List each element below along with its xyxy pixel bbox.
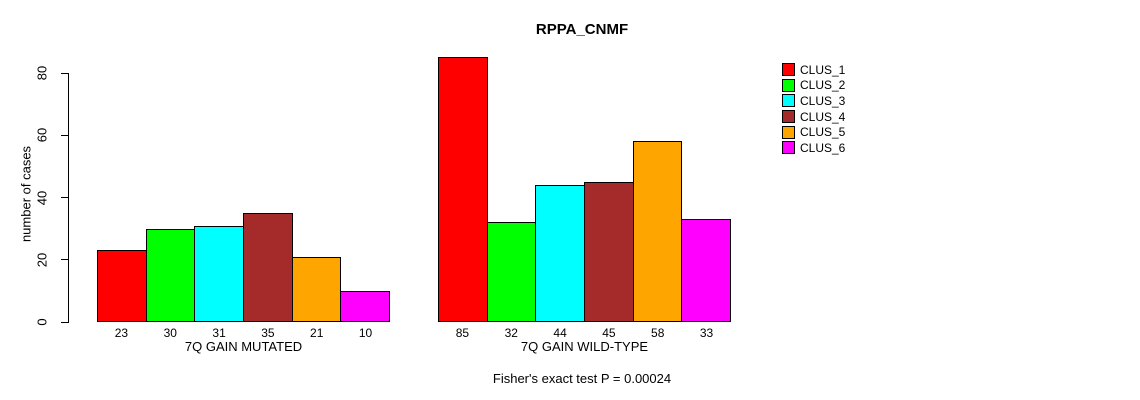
y-tick-label: 80 [34,65,50,81]
bar-value-label: 33 [699,326,714,340]
legend-label: CLUS_6 [800,140,846,155]
y-tick-label: 0 [34,318,50,326]
legend-label: CLUS_4 [800,109,846,124]
bar-group-wildtype [438,57,732,322]
legend-swatch-clus_1 [782,63,795,77]
bar-value-label: 45 [602,326,616,340]
legend-swatch-clus_3 [782,94,795,108]
y-tick-mark [61,321,68,323]
y-axis-label: number of cases [18,145,34,243]
legend-swatch-clus_4 [782,110,795,124]
bar-value-label: 32 [504,326,518,340]
chart-title: RPPA_CNMF [535,21,629,38]
legend-item-clus_6: CLUS_6 [782,140,845,156]
bar-clus_6-wildtype [681,219,732,322]
y-tick-mark [61,259,68,261]
bar-clus_3-wildtype [535,185,586,322]
bar-value-labels-wildtype: 85 32 44 45 58 33 [438,326,731,340]
legend-item-clus_5: CLUS_5 [782,124,845,140]
y-tick-label: 60 [34,128,50,143]
bar-clus_4-mutated [243,213,293,322]
legend-item-clus_4: CLUS_4 [782,109,845,125]
bar-value-label: 58 [651,326,665,340]
group-label-wildtype: 7Q GAIN WILD-TYPE [520,339,649,354]
legend-swatch-clus_2 [782,78,795,92]
bar-value-label: 31 [212,326,226,340]
y-axis-line [68,73,69,323]
bar-value-label: 23 [114,326,129,340]
y-tick-mark [61,197,68,198]
legend: CLUS_1 CLUS_2 CLUS_3 CLUS_4 CLUS_5 CLUS_6 [782,62,845,156]
legend-item-clus_2: CLUS_2 [782,78,845,94]
fisher-test-annotation: Fisher's exact test P = 0.00024 [492,371,672,386]
bar-clus_5-wildtype [632,141,683,322]
y-tick-mark [61,134,68,136]
bar-clus_2-mutated [145,229,196,322]
y-tick-label: 40 [34,190,50,205]
legend-label: CLUS_2 [800,78,846,93]
y-tick-mark [61,72,68,74]
bar-clus_6-mutated [340,291,391,322]
group-label-mutated: 7Q GAIN MUTATED [184,339,303,354]
bar-value-label: 44 [553,326,567,340]
bar-group-mutated [97,213,391,322]
legend-item-clus_3: CLUS_3 [782,93,845,109]
legend-item-clus_1: CLUS_1 [782,62,845,78]
bar-clus_1-mutated [97,250,147,322]
bar-value-label: 10 [358,326,373,340]
bar-clus_5-mutated [291,257,342,322]
legend-label: CLUS_1 [800,62,846,77]
legend-label: CLUS_5 [800,125,846,140]
legend-swatch-clus_5 [782,125,795,139]
bar-clus_3-mutated [194,226,245,322]
bar-value-labels-mutated: 23 30 31 35 21 10 [97,326,390,340]
bar-value-label: 85 [455,326,470,340]
legend-label: CLUS_3 [800,93,846,108]
bar-value-label: 30 [163,326,177,340]
legend-swatch-clus_6 [782,141,795,155]
y-tick-label: 20 [34,252,50,267]
bar-value-label: 35 [261,326,275,340]
bar-clus_1-wildtype [438,57,488,322]
bar-clus_2-wildtype [486,222,537,322]
bar-value-label: 21 [310,326,324,340]
bar-clus_4-wildtype [584,182,634,322]
